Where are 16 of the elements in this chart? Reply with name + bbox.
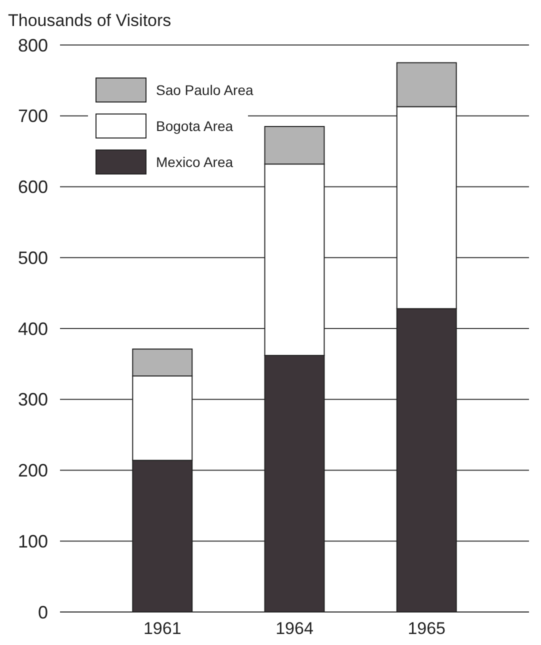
x-tick-label: 1961: [143, 619, 182, 638]
legend-label: Bogota Area: [156, 118, 234, 134]
y-tick-label: 600: [18, 177, 48, 198]
y-axis-title: Thousands of Visitors: [8, 11, 172, 30]
x-tick-label: 1965: [408, 619, 446, 638]
y-tick-label: 500: [18, 248, 48, 268]
y-tick-label: 300: [18, 390, 48, 410]
x-tick-label: 1964: [276, 619, 314, 638]
legend-label: Sao Paulo Area: [156, 82, 254, 98]
y-tick-label: 100: [18, 531, 48, 552]
legend-label: Mexico Area: [156, 154, 234, 170]
y-tick-label: 0: [38, 602, 48, 622]
y-tick-label: 400: [18, 318, 48, 339]
y-tick-label: 800: [18, 35, 48, 56]
y-tick-label: 700: [18, 106, 48, 126]
y-tick-label: 200: [18, 460, 48, 481]
